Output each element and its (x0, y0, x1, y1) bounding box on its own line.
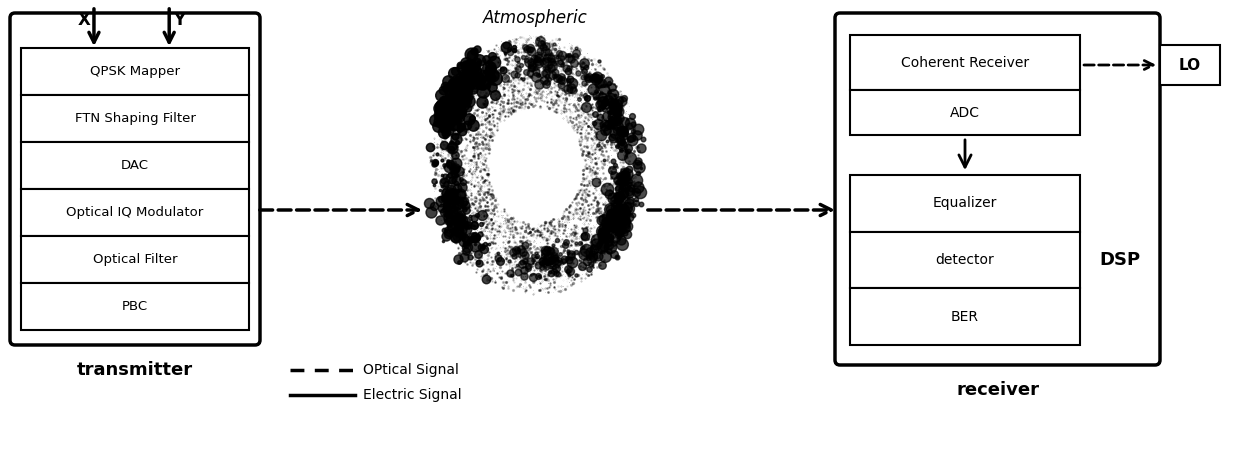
Bar (849, 90, 1080, 135)
Text: Equalizer: Equalizer (932, 196, 997, 210)
Text: BER: BER (951, 310, 980, 324)
Text: X: X (78, 11, 91, 29)
Bar (21, 236, 249, 283)
Text: Coherent Receiver: Coherent Receiver (901, 55, 1029, 70)
Bar (849, 35, 1080, 90)
Bar (849, 232, 1080, 288)
Bar (849, 288, 1080, 345)
Text: ADC: ADC (950, 106, 980, 119)
Text: transmitter: transmitter (77, 361, 193, 379)
Text: PBC: PBC (122, 300, 148, 313)
Text: Optical IQ Modulator: Optical IQ Modulator (67, 206, 203, 219)
FancyBboxPatch shape (10, 13, 260, 345)
Text: DAC: DAC (122, 159, 149, 172)
Text: QPSK Mapper: QPSK Mapper (91, 65, 180, 78)
Bar (21, 142, 249, 189)
Text: detector: detector (936, 253, 994, 267)
Text: Optical Filter: Optical Filter (93, 253, 177, 266)
Text: OPtical Signal: OPtical Signal (363, 363, 459, 377)
Text: DSP: DSP (1100, 251, 1141, 269)
Text: FTN Shaping Filter: FTN Shaping Filter (74, 112, 196, 125)
Bar (849, 175, 1080, 232)
Bar (21, 48, 249, 95)
Text: Electric Signal: Electric Signal (363, 388, 461, 402)
Bar (21, 95, 249, 142)
Text: Y: Y (174, 11, 185, 29)
Text: receiver: receiver (956, 381, 1039, 399)
Bar (21, 189, 249, 236)
Text: Atmospheric: Atmospheric (482, 9, 588, 27)
Bar (1159, 45, 1220, 85)
Bar (21, 283, 249, 330)
FancyBboxPatch shape (835, 13, 1159, 365)
Text: LO: LO (1179, 57, 1202, 73)
